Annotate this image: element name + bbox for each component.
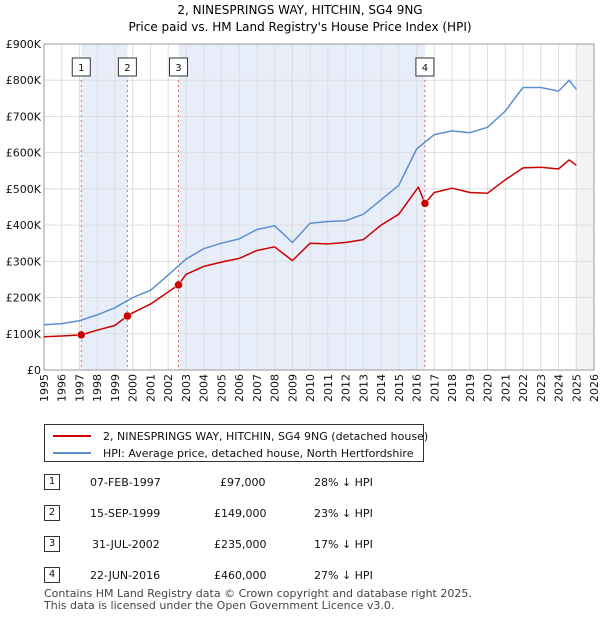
x-tick-label: 2001 bbox=[144, 374, 157, 402]
table-row: 3 31-JUL-2002 £235,000 17% ↓ HPI bbox=[44, 536, 444, 554]
sale-label-number: 4 bbox=[422, 63, 428, 74]
x-tick-label: 2016 bbox=[411, 374, 424, 402]
sale-date: 22-JUN-2016 bbox=[90, 569, 161, 582]
sale-price: £235,000 bbox=[214, 538, 267, 551]
chart-subtitle: Price paid vs. HM Land Registry's House … bbox=[128, 20, 471, 34]
hpi-series-line bbox=[43, 79, 577, 326]
x-tick-label: 2023 bbox=[535, 374, 548, 402]
sale-label-number: 2 bbox=[124, 63, 130, 74]
sale-marker-badge: 2 bbox=[44, 505, 60, 521]
x-tick-label: 2025 bbox=[570, 374, 583, 402]
y-tick-label: £800K bbox=[6, 74, 42, 87]
x-tick-label: 2015 bbox=[393, 374, 406, 402]
x-tick-label: 2003 bbox=[180, 374, 193, 402]
sale-price: £149,000 bbox=[214, 507, 267, 520]
sale-label-box bbox=[71, 57, 91, 77]
sale-point bbox=[123, 311, 132, 321]
table-row: 2 15-SEP-1999 £149,000 23% ↓ HPI bbox=[44, 505, 444, 523]
x-tick-label: 2011 bbox=[322, 374, 335, 402]
x-tick-label: 2005 bbox=[215, 374, 228, 402]
x-tick-label: 2004 bbox=[198, 374, 211, 402]
legend-label-property: 2, NINESPRINGS WAY, HITCHIN, SG4 9NG (de… bbox=[103, 429, 429, 443]
sale-price: £97,000 bbox=[220, 476, 266, 489]
x-tick-label: 2014 bbox=[375, 374, 388, 402]
y-tick-label: £200K bbox=[6, 292, 42, 305]
x-tick-label: 2024 bbox=[553, 374, 566, 402]
sale-date: 15-SEP-1999 bbox=[90, 507, 161, 520]
x-tick-label: 2000 bbox=[127, 374, 140, 402]
sale-delta: 17% ↓ HPI bbox=[314, 538, 373, 551]
forecast-area bbox=[576, 44, 594, 370]
legend-swatch-hpi bbox=[53, 452, 91, 454]
legend-item-hpi: HPI: Average price, detached house, Nort… bbox=[53, 445, 413, 461]
price-chart: 2, NINESPRINGS WAY, HITCHIN, SG4 9NG Pri… bbox=[6, 3, 600, 402]
x-tick-label: 2019 bbox=[464, 374, 477, 402]
x-tick-label: 2013 bbox=[357, 374, 370, 402]
y-tick-label: £900K bbox=[6, 38, 42, 51]
x-tick-label: 1995 bbox=[38, 374, 51, 402]
sale-label-box bbox=[117, 57, 137, 77]
sale-point bbox=[77, 330, 86, 340]
x-tick-label: 2020 bbox=[482, 374, 495, 402]
sale-date: 31-JUL-2002 bbox=[92, 538, 160, 551]
sale-delta: 23% ↓ HPI bbox=[314, 507, 373, 520]
table-row: 4 22-JUN-2016 £460,000 27% ↓ HPI bbox=[44, 567, 444, 585]
sale-point bbox=[174, 280, 183, 290]
legend-item-property: 2, NINESPRINGS WAY, HITCHIN, SG4 9NG (de… bbox=[53, 428, 428, 444]
licence-text: This data is licensed under the Open Gov… bbox=[44, 599, 395, 612]
x-tick-label: 2018 bbox=[446, 374, 459, 402]
x-tick-label: 1998 bbox=[91, 374, 104, 402]
ownership-shading bbox=[81, 44, 128, 370]
x-tick-label: 2006 bbox=[233, 374, 246, 402]
y-tick-label: £400K bbox=[6, 219, 42, 232]
x-tick-label: 2012 bbox=[340, 374, 353, 402]
sale-point bbox=[420, 199, 430, 208]
y-tick-label: £100K bbox=[6, 328, 42, 341]
y-tick-label: £700K bbox=[6, 110, 42, 123]
footer: Contains HM Land Registry data © Crown c… bbox=[44, 588, 472, 612]
ownership-shading bbox=[178, 44, 425, 370]
y-tick-label: £500K bbox=[6, 183, 42, 196]
x-tick-label: 2008 bbox=[269, 374, 282, 402]
legend-swatch-property bbox=[53, 435, 91, 437]
y-tick-label: £300K bbox=[6, 255, 42, 268]
x-tick-label: 2026 bbox=[588, 374, 600, 402]
x-tick-label: 2022 bbox=[517, 374, 530, 402]
x-tick-label: 1999 bbox=[109, 374, 122, 402]
sale-price: £460,000 bbox=[214, 569, 267, 582]
x-tick-label: 1996 bbox=[56, 374, 69, 402]
plot-frame bbox=[43, 43, 595, 371]
y-tick-label: £600K bbox=[6, 147, 42, 160]
copyright-text: Contains HM Land Registry data © Crown c… bbox=[44, 587, 472, 600]
x-tick-label: 1997 bbox=[73, 374, 86, 402]
x-tick-label: 2021 bbox=[499, 374, 512, 402]
x-tick-label: 2007 bbox=[251, 374, 264, 402]
sale-date: 07-FEB-1997 bbox=[90, 476, 161, 489]
y-tick-label: £0 bbox=[27, 364, 41, 377]
x-tick-label: 2009 bbox=[286, 374, 299, 402]
sale-label-box bbox=[168, 57, 188, 77]
sale-delta: 27% ↓ HPI bbox=[314, 569, 373, 582]
sale-marker-badge: 1 bbox=[44, 474, 60, 490]
chart-title: 2, NINESPRINGS WAY, HITCHIN, SG4 9NG bbox=[177, 3, 422, 17]
x-tick-label: 2002 bbox=[162, 374, 175, 402]
x-tick-label: 2010 bbox=[304, 374, 317, 402]
sale-label-number: 1 bbox=[78, 63, 84, 74]
table-row: 1 07-FEB-1997 £97,000 28% ↓ HPI bbox=[44, 474, 444, 492]
sale-marker-badge: 3 bbox=[44, 536, 60, 552]
legend-label-hpi: HPI: Average price, detached house, Nort… bbox=[103, 446, 414, 460]
sale-marker-badge: 4 bbox=[44, 567, 60, 583]
sale-label-box bbox=[415, 57, 435, 77]
legend: 2, NINESPRINGS WAY, HITCHIN, SG4 9NG (de… bbox=[44, 424, 428, 462]
sale-label-number: 3 bbox=[175, 63, 181, 74]
x-tick-label: 2017 bbox=[428, 374, 441, 402]
sale-delta: 28% ↓ HPI bbox=[314, 476, 373, 489]
